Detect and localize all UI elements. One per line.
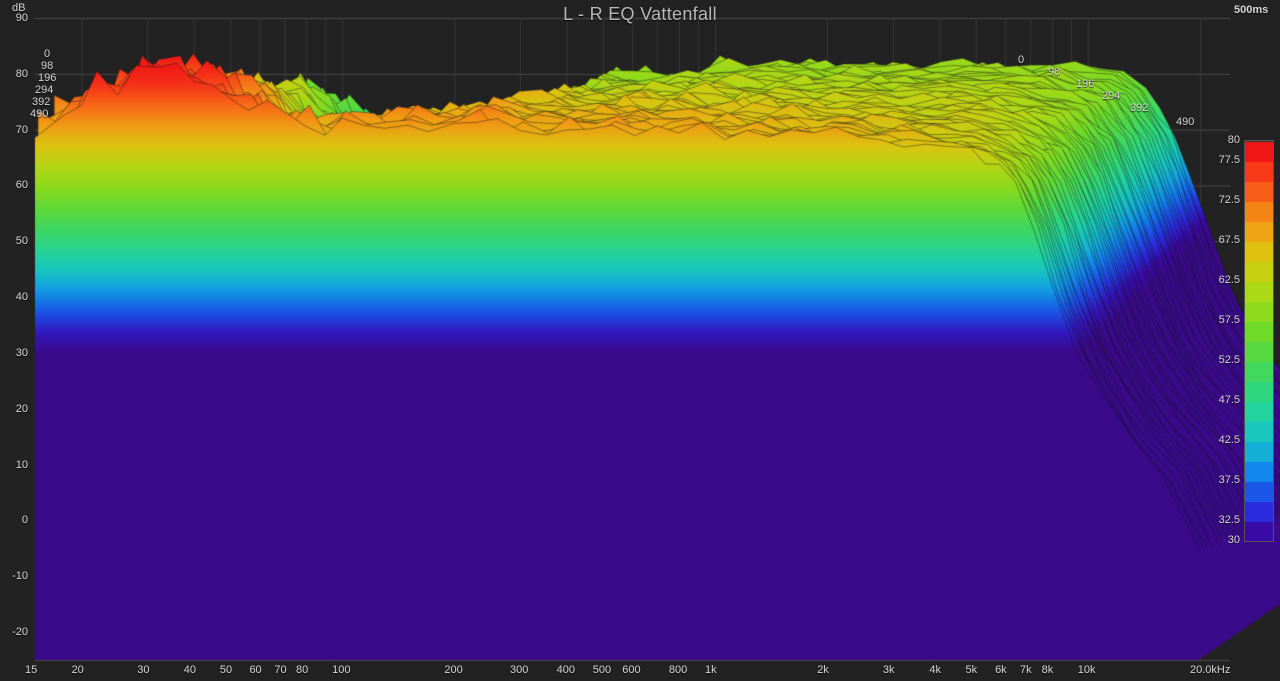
x-tick-label: 500 xyxy=(593,664,611,676)
time-tick-left: 392 xyxy=(32,96,50,108)
x-tick-label: 1k xyxy=(705,664,717,676)
y-tick-label: 0 xyxy=(6,514,28,526)
color-legend-bar xyxy=(1244,140,1274,542)
time-tick-left: 0 xyxy=(44,48,50,60)
x-tick-label: 300 xyxy=(510,664,528,676)
x-tick-label: 5k xyxy=(966,664,978,676)
y-tick-label: 80 xyxy=(6,68,28,80)
y-tick-label: 10 xyxy=(6,459,28,471)
color-legend-tick: 42.5 xyxy=(1206,434,1240,446)
x-tick-label: 3k xyxy=(883,664,895,676)
color-legend: 3032.537.542.547.552.557.562.567.572.577… xyxy=(1244,140,1272,540)
x-tick-label: 60 xyxy=(249,664,261,676)
color-legend-tick: 67.5 xyxy=(1206,234,1240,246)
x-tick-label: 200 xyxy=(444,664,462,676)
color-legend-tick: 77.5 xyxy=(1206,154,1240,166)
y-tick-label: 30 xyxy=(6,347,28,359)
y-tick-label: 70 xyxy=(6,124,28,136)
time-tick-right: 98 xyxy=(1048,66,1060,78)
x-tick-label: 400 xyxy=(557,664,575,676)
x-tick-label: 6k xyxy=(995,664,1007,676)
time-tick-left: 490 xyxy=(30,108,48,120)
color-legend-tick: 57.5 xyxy=(1206,314,1240,326)
x-tick-label: 600 xyxy=(622,664,640,676)
x-tick-label: 30 xyxy=(137,664,149,676)
time-tick-right: 294 xyxy=(1102,90,1120,102)
x-tick-label: 80 xyxy=(296,664,308,676)
time-tick-left: 98 xyxy=(41,60,53,72)
time-tick-left: 196 xyxy=(38,72,56,84)
time-tick-right: 196 xyxy=(1076,78,1094,90)
time-tick-right: 0 xyxy=(1018,54,1024,66)
y-tick-label: 20 xyxy=(6,403,28,415)
x-tick-label: 8k xyxy=(1042,664,1054,676)
x-tick-label: 20 xyxy=(72,664,84,676)
y-tick-label: -20 xyxy=(6,626,28,638)
y-tick-label: 50 xyxy=(6,235,28,247)
color-legend-tick: 52.5 xyxy=(1206,354,1240,366)
x-tick-label: 100 xyxy=(332,664,350,676)
waterfall-plot: L - R EQ Vattenfall dB 500ms -20-1001020… xyxy=(0,0,1280,681)
color-legend-tick: 47.5 xyxy=(1206,394,1240,406)
x-tick-label: 20.0kHz xyxy=(1190,664,1230,676)
x-tick-label: 70 xyxy=(274,664,286,676)
y-tick-label: 40 xyxy=(6,291,28,303)
x-tick-label: 2k xyxy=(817,664,829,676)
color-legend-tick: 32.5 xyxy=(1206,514,1240,526)
color-legend-tick: 72.5 xyxy=(1206,194,1240,206)
x-tick-label: 4k xyxy=(929,664,941,676)
color-legend-tick: 30 xyxy=(1206,534,1240,546)
time-tick-left: 294 xyxy=(35,84,53,96)
color-legend-tick: 62.5 xyxy=(1206,274,1240,286)
time-tick-right: 392 xyxy=(1130,102,1148,114)
x-tick-label: 800 xyxy=(669,664,687,676)
plot-title: L - R EQ Vattenfall xyxy=(0,4,1280,25)
time-tick-right: 490 xyxy=(1176,116,1194,128)
y-tick-label: 90 xyxy=(6,12,28,24)
color-legend-tick: 80 xyxy=(1206,134,1240,146)
y-tick-label: -10 xyxy=(6,570,28,582)
x-tick-label: 15 xyxy=(25,664,37,676)
y-tick-label: 60 xyxy=(6,179,28,191)
waterfall-canvas xyxy=(0,0,1280,681)
x-tick-label: 40 xyxy=(184,664,196,676)
x-tick-label: 7k xyxy=(1020,664,1032,676)
x-tick-label: 50 xyxy=(220,664,232,676)
time-axis-unit: 500ms xyxy=(1234,4,1268,16)
color-legend-tick: 37.5 xyxy=(1206,474,1240,486)
x-tick-label: 10k xyxy=(1078,664,1096,676)
